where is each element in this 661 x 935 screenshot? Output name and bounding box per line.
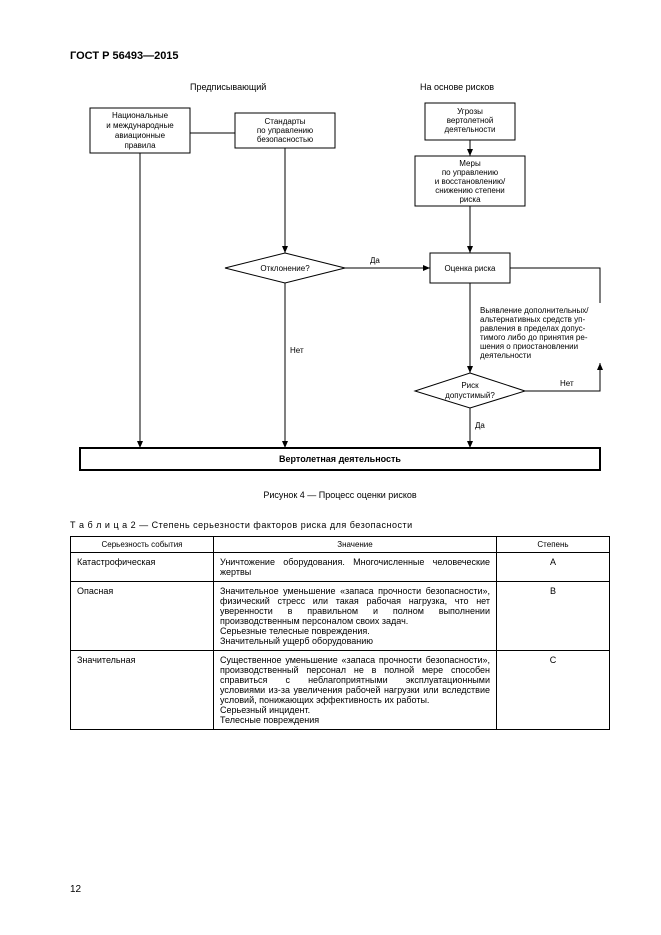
risk-severity-table: Серьезность события Значение Степень Кат… [70,536,610,730]
edge-label-yes-2: Да [475,421,485,430]
cell-degree: C [497,651,610,730]
table-row: Значительная Существенное уменьшение «за… [71,651,610,730]
table-row: Катастрофическая Уничтожение оборудовани… [71,553,610,582]
svg-text:Оценка риска: Оценка риска [445,264,497,273]
table-caption: Т а б л и ц а 2 — Степень серьезности фа… [70,520,610,530]
svg-text:деятельности: деятельности [480,351,531,360]
document-header: ГОСТ Р 56493—2015 [70,50,610,62]
flowchart: Да Нет Да Нет Национальные и международн… [70,98,610,478]
svg-text:Риск: Риск [461,381,479,390]
figure-caption: Рисунок 4 — Процесс оценки рисков [70,490,610,500]
svg-text:Угрозы: Угрозы [457,107,483,116]
svg-text:допустимый?: допустимый? [445,391,495,400]
col-header-meaning: Значение [214,537,497,553]
label-risk-based: На основе рисков [420,82,494,92]
flow-top-labels: Предписывающий На основе рисков [70,82,610,98]
svg-text:риска: риска [459,195,481,204]
cell-severity: Значительная [71,651,214,730]
svg-text:по управлению: по управлению [257,126,313,135]
svg-text:авиационные: авиационные [115,131,166,140]
svg-text:Меры: Меры [459,159,481,168]
flowchart-svg: Да Нет Да Нет Национальные и международн… [70,98,610,478]
svg-text:Национальные: Национальные [112,111,169,120]
col-header-degree: Степень [497,537,610,553]
svg-text:шения о приостановлении: шения о приостановлении [480,342,578,351]
svg-text:снижению степени: снижению степени [435,186,505,195]
col-header-event: Серьезность события [71,537,214,553]
cell-severity: Опасная [71,582,214,651]
cell-meaning: Уничтожение оборудования. Много­численны… [214,553,497,582]
svg-text:деятельности: деятельности [444,125,495,134]
svg-text:правила: правила [124,141,156,150]
table-row: Опасная Значительное уменьшение «запаса … [71,582,610,651]
edge-label-no-1: Нет [290,346,304,355]
label-prescriptive: Предписывающий [190,82,266,92]
svg-text:равления в пределах допус-: равления в пределах допус- [480,324,586,333]
cell-degree: A [497,553,610,582]
svg-text:и восстановлению/: и восстановлению/ [435,177,506,186]
edge-label-no-2: Нет [560,379,574,388]
cell-severity: Катастрофическая [71,553,214,582]
cell-degree: B [497,582,610,651]
svg-text:тимого либо до принятия ре-: тимого либо до принятия ре- [480,333,588,342]
svg-text:Вертолетная деятельность: Вертолетная деятельность [279,454,401,464]
svg-text:и международные: и международные [106,121,174,130]
svg-text:Отклонение?: Отклонение? [260,264,310,273]
cell-meaning: Существенное уменьшение «запаса прочност… [214,651,497,730]
page-number: 12 [70,884,81,895]
cell-meaning: Значительное уменьшение «запаса прочност… [214,582,497,651]
svg-text:альтернативных средств уп-: альтернативных средств уп- [480,315,585,324]
edge-label-yes-1: Да [370,256,380,265]
svg-text:Стандарты: Стандарты [264,117,305,126]
table-header-row: Серьезность события Значение Степень [71,537,610,553]
svg-text:безопасностью: безопасностью [257,135,313,144]
note-line: Выявление дополнительных/ [480,306,589,315]
svg-text:по управлению: по управлению [442,168,498,177]
svg-text:вертолетной: вертолетной [447,116,494,125]
